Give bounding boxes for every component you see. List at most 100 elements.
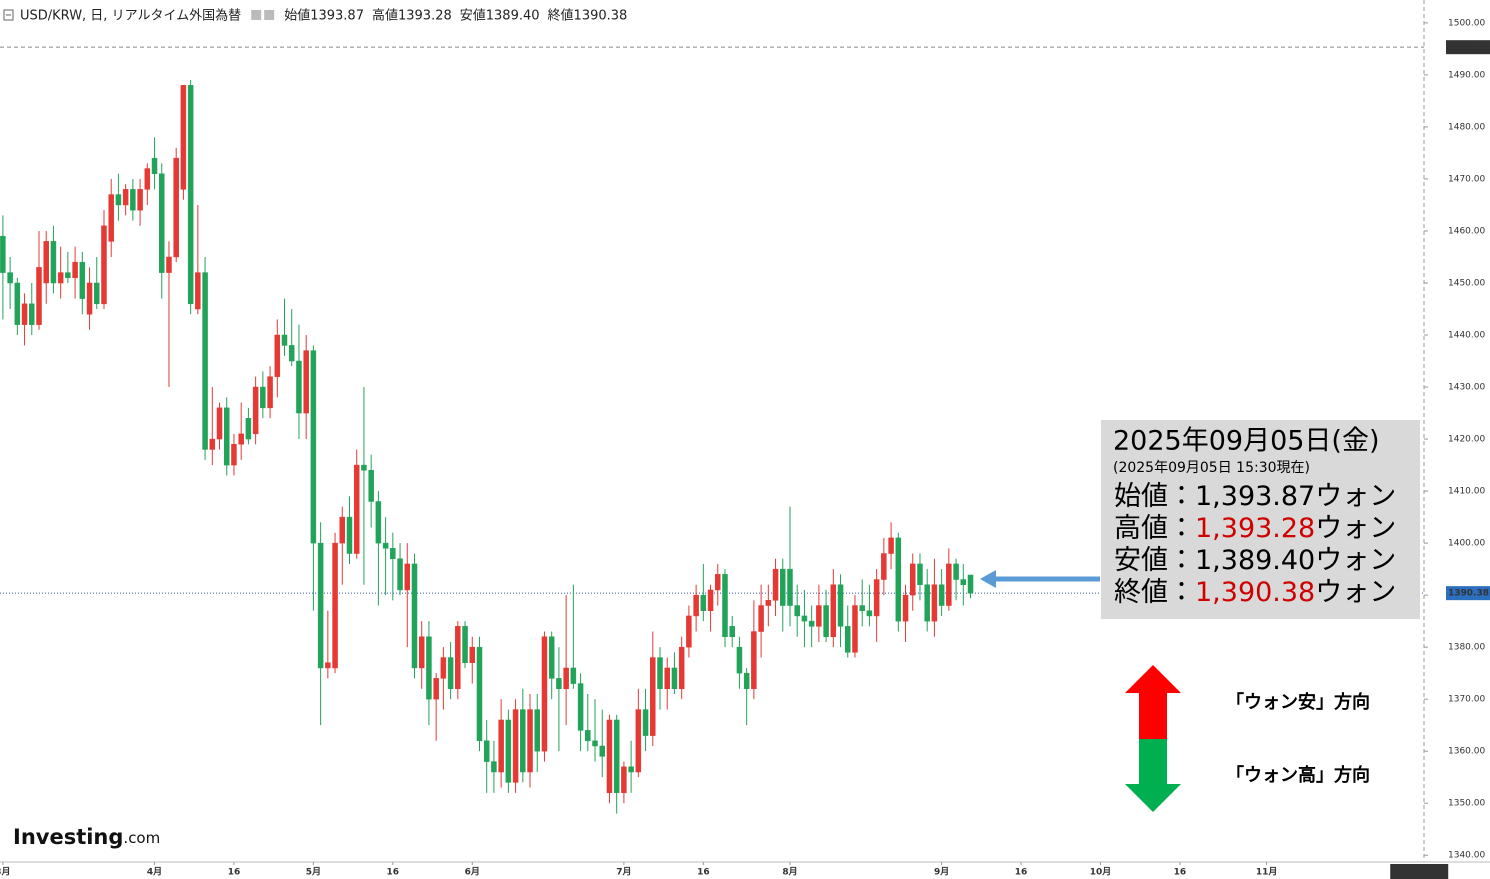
candle-body (469, 646, 476, 664)
candle-body (953, 563, 959, 580)
candle-body (411, 563, 418, 669)
y-tick-label: 1500.00 (1448, 18, 1485, 28)
header-label: 安値 (460, 8, 486, 24)
candle-body (187, 85, 194, 305)
x-end-label: 2025-12-02 (1390, 868, 1448, 878)
candle-body (866, 610, 873, 617)
last-price-box (1446, 586, 1490, 601)
logo-suffix: .com (123, 829, 160, 847)
candle-body (476, 646, 483, 742)
candle-body (823, 605, 829, 637)
candle-body (404, 563, 411, 591)
candle-body (902, 594, 909, 622)
candle-body (122, 189, 129, 206)
candle-body (628, 766, 634, 773)
collapse-icon[interactable] (3, 9, 14, 21)
candle-body (873, 579, 880, 617)
candle-body (938, 584, 945, 606)
candle-body (563, 667, 569, 690)
x-tick-label: 4月 (147, 867, 162, 878)
plot-area (0, 46, 1424, 814)
candle-body (108, 194, 114, 242)
candle-body (166, 256, 172, 273)
candle-body (159, 173, 165, 273)
candle-body (909, 563, 916, 596)
candle-body (895, 537, 902, 622)
y-tick-label: 1400.00 (1448, 539, 1485, 549)
candle-body (787, 568, 793, 606)
candle-body (960, 579, 967, 585)
candle-body (751, 631, 757, 690)
candle-body (577, 683, 584, 731)
down-arrow (1125, 739, 1181, 812)
candle-body (339, 516, 346, 544)
candle-body (758, 605, 764, 632)
annotation-unit: ウォン (1315, 545, 1396, 576)
pointer-arrow-head (980, 570, 996, 588)
candle-body (130, 189, 136, 211)
annotation-row: 安値：1,389.40ウォン (1114, 545, 1396, 576)
annotation-date: 2025年09月05日(金) (1113, 426, 1380, 457)
x-tick-label: 9月 (934, 867, 949, 878)
candle-body (650, 657, 656, 736)
candle-body (65, 272, 71, 279)
candle-body (173, 157, 179, 258)
annotation: 2025年09月05日(金)(2025年09月05日 15:30現在)始値：1,… (980, 420, 1420, 812)
candle-body (765, 600, 772, 606)
header-value: 1389.40 (486, 9, 540, 24)
candle-body (541, 636, 548, 752)
header-label: 高値 (372, 8, 398, 24)
candle-body (274, 334, 281, 377)
candle-body (202, 272, 208, 450)
candle-body (296, 360, 302, 414)
candle-body (924, 584, 930, 622)
x-tick-label: 16 (1174, 868, 1187, 878)
y-tick-label: 1350.00 (1448, 799, 1485, 809)
logo: Investing.com (13, 825, 160, 849)
annotation-box (1101, 420, 1420, 619)
chart-title: USD/KRW, 日, リアルタイム外国為替 (20, 8, 241, 24)
y-tick-label: 1410.00 (1448, 487, 1485, 497)
candle-body (223, 407, 230, 466)
candle-body (512, 709, 519, 783)
annotation-unit: ウォン (1315, 481, 1396, 512)
candle-body (115, 194, 122, 206)
header-value: 1390.38 (574, 9, 628, 24)
y-tick-label: 1490.00 (1448, 70, 1485, 80)
candle-body (440, 657, 447, 679)
direction-label: 「ウォン高」方向 (1226, 764, 1370, 786)
candle-body (426, 636, 432, 700)
x-tick-label: 16 (387, 868, 400, 878)
settings-icon (264, 10, 275, 20)
candle-body (72, 261, 78, 279)
x-tick-label: 6月 (465, 867, 480, 878)
y-tick-label: 1420.00 (1448, 435, 1485, 445)
candle-body (216, 407, 223, 440)
candle-body (317, 542, 324, 669)
y-tick-label: 1440.00 (1448, 331, 1485, 341)
candle-body (613, 719, 620, 794)
candle-body (94, 282, 100, 305)
candle-body (346, 516, 353, 554)
x-tick-label: 16 (228, 868, 241, 878)
high-line-label: 1495.33 (1448, 43, 1489, 53)
candle-body (808, 620, 815, 627)
logo-brand: Investing (13, 825, 123, 849)
candle-body (671, 667, 678, 690)
candle-body (693, 594, 699, 617)
candle-body (715, 574, 721, 591)
candle-body (837, 584, 844, 627)
candle-body (353, 464, 360, 554)
annotation-label: 安値： (1114, 545, 1195, 576)
candle-body (664, 667, 670, 690)
candle-body (36, 267, 42, 325)
annotation-unit: ウォン (1315, 513, 1396, 544)
candle-body (743, 672, 750, 690)
candle-body (151, 157, 158, 175)
y-tick-label: 1370.00 (1448, 695, 1485, 705)
candle-body (361, 464, 367, 471)
y-tick-label: 1360.00 (1448, 747, 1485, 757)
candle-body (946, 563, 952, 606)
candle-body (520, 709, 526, 773)
